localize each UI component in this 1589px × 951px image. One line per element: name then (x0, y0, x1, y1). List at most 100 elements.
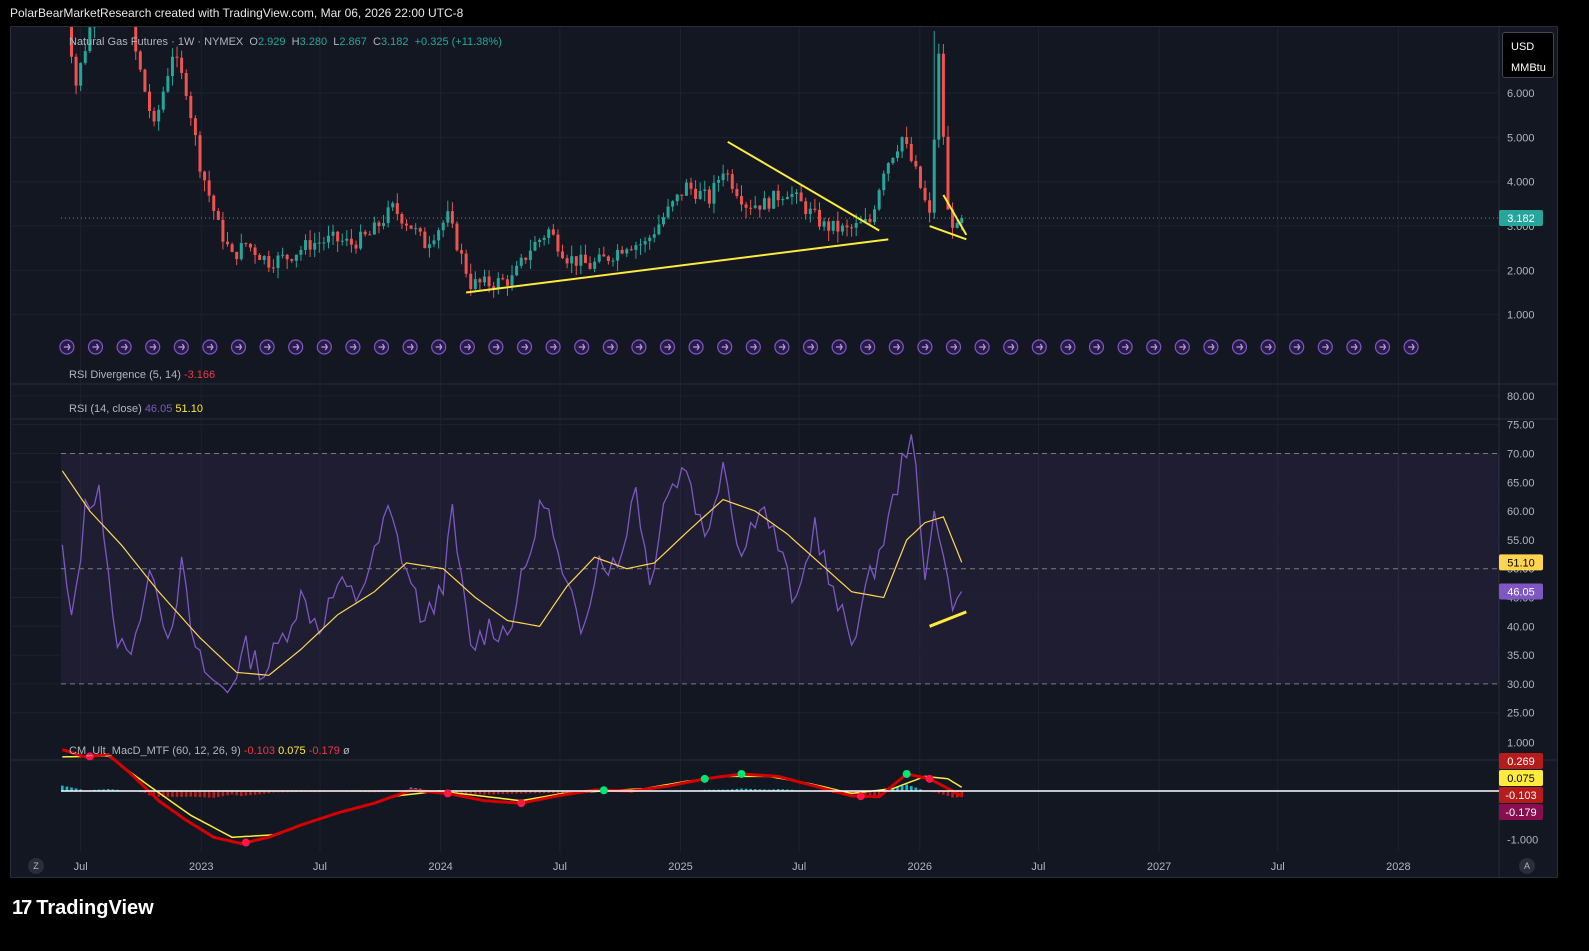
candle-body (157, 109, 161, 122)
macd-histogram-bar (524, 791, 528, 794)
candle-body (221, 219, 225, 242)
macd-histogram-bar (909, 786, 913, 791)
chart-frame[interactable]: Jul 2023 Jul 2024 Jul 2025 Jul 2026 Jul 2027 Jul 20… (10, 26, 1558, 878)
rsi-value: 46.05 (144, 403, 173, 415)
price-candle (281, 247, 285, 259)
candle-body (951, 209, 955, 228)
rsi-label[interactable]: RSI (14, close) (69, 403, 142, 415)
price-candle (909, 136, 913, 163)
rsi-tick-label: 75.00 (1507, 420, 1535, 432)
currency-label[interactable]: USD (1511, 41, 1535, 53)
event-marker-icon (717, 339, 733, 355)
macd-histogram-bar (492, 791, 495, 795)
price-tick-label: 6.000 (1507, 88, 1535, 100)
event-marker-icon (974, 339, 990, 355)
macd-histogram-bar (946, 791, 950, 796)
price-candle (680, 194, 684, 201)
price-candle (790, 186, 794, 205)
price-candle (446, 200, 450, 227)
candle-body (960, 217, 964, 223)
macd-histogram-bar (753, 789, 757, 791)
event-marker-icon (431, 339, 447, 355)
macd-histogram-bar (203, 791, 206, 798)
event-marker-icon (87, 339, 104, 355)
price-candle (533, 235, 537, 252)
event-marker-icon (1146, 339, 1162, 355)
unit-label[interactable]: MMBtu (1511, 62, 1546, 74)
price-candle (248, 243, 252, 252)
event-marker-arrow (1379, 343, 1387, 351)
price-candle (804, 197, 808, 220)
candle-body (308, 240, 312, 250)
macd-histogram-bar (735, 788, 739, 791)
macd-histogram-bar (496, 791, 500, 795)
event-marker-icon (1003, 339, 1019, 355)
auto-scale-a-button[interactable]: A (1519, 858, 1535, 874)
candle-body (166, 76, 170, 92)
price-candle (267, 250, 271, 273)
candle-body (726, 173, 730, 175)
macd-histogram-bar (506, 791, 509, 794)
price-candle (349, 228, 353, 253)
candle-body (524, 257, 528, 260)
candle-body (611, 260, 615, 262)
symbol-name[interactable]: Natural Gas Futures (69, 36, 169, 48)
price-candle (203, 170, 207, 192)
candle-body (349, 238, 353, 245)
event-marker-icon (917, 339, 933, 355)
candle-body (184, 72, 188, 97)
price-candle (694, 180, 698, 204)
price-candle (955, 220, 959, 229)
macd-histogram-bar (152, 791, 156, 797)
rsi-divergence-label[interactable]: RSI Divergence (5, 14) (69, 369, 181, 381)
event-marker-icon (1174, 339, 1190, 355)
price-candle (850, 224, 854, 237)
price-candle (464, 249, 468, 278)
macd-histogram-bar (184, 791, 188, 797)
macd-histogram-bar (253, 791, 257, 795)
candle-body (326, 235, 330, 243)
price-candle (345, 230, 349, 247)
price-candle (519, 253, 523, 269)
macd-histogram-bar (556, 791, 560, 793)
macd-label[interactable]: CM_Ult_MacD_MTF (60, 12, 26, 9) (69, 745, 241, 757)
candle-body (482, 276, 486, 283)
price-candle (427, 236, 431, 258)
price-candle (602, 246, 606, 257)
candle-body (542, 237, 546, 240)
price-candle (836, 211, 840, 243)
event-marker-arrow (836, 343, 843, 351)
candle-body (203, 171, 207, 181)
event-marker-arrow (292, 343, 300, 351)
event-marker-arrow (921, 343, 929, 351)
auto-scale-z-button[interactable]: Z (28, 858, 44, 874)
price-candle (620, 245, 624, 255)
event-marker-icon (1031, 339, 1047, 355)
candle-body (891, 157, 895, 164)
candle-body (735, 188, 739, 197)
currency-unit-selector[interactable]: USD MMBtu (1502, 32, 1554, 78)
macd-value-2: 0.075 (278, 745, 306, 757)
price-candle (359, 224, 363, 251)
candle-body (712, 182, 716, 204)
event-marker-icon (1231, 339, 1248, 355)
price-candle (304, 234, 308, 255)
candle-body (464, 253, 468, 274)
event-marker-arrow (979, 343, 986, 351)
rsi-divergence-line (929, 610, 967, 628)
price-candle (891, 157, 895, 165)
event-marker-icon (59, 339, 75, 355)
macd-histogram-bar (730, 789, 734, 791)
macd-histogram-bar (515, 791, 518, 794)
open-label: O (249, 36, 258, 48)
rsi-tick-label: 35.00 (1507, 650, 1535, 662)
price-candle (152, 107, 156, 127)
candle-body (148, 91, 152, 112)
macd-cross-dot (85, 752, 94, 761)
macd-histogram-bar (235, 791, 238, 796)
candle-body (946, 136, 950, 210)
rsi-ma-value: 51.10 (175, 403, 203, 415)
macd-histogram-bar (249, 791, 252, 796)
macd-tick-label: 1.000 (1507, 737, 1535, 749)
candle-body (703, 189, 707, 191)
